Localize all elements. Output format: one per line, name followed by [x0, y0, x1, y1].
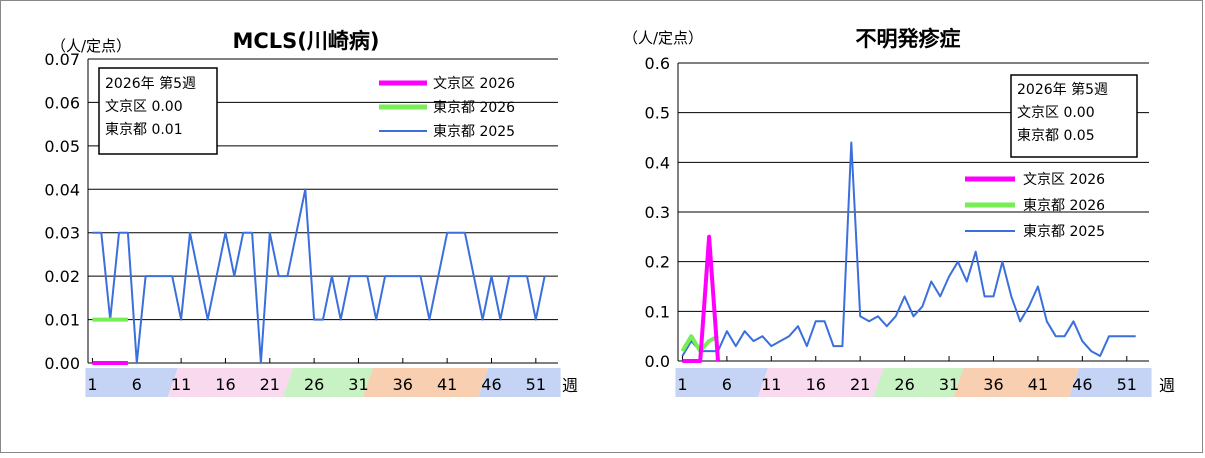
week-label: 1 — [677, 375, 687, 394]
info-box-ward-value: 文京区 0.00 — [105, 99, 183, 115]
legend-label-tokyo-2025: 東京都 2025 — [433, 124, 515, 140]
week-label: 6 — [722, 375, 732, 394]
week-label: 11 — [171, 375, 191, 394]
x-unit-label: 週 — [562, 376, 578, 395]
y-tick-label: 0.00 — [44, 354, 80, 373]
info-box-week: 2026年 第5週 — [105, 75, 196, 92]
week-label: 31 — [348, 375, 368, 394]
week-label: 41 — [437, 375, 457, 394]
week-label: 11 — [761, 375, 781, 394]
y-tick-label: 0.06 — [44, 93, 80, 112]
week-label: 46 — [1072, 375, 1092, 394]
week-label: 21 — [850, 375, 870, 394]
chart-title: 不明発疹症 — [856, 27, 961, 51]
y-unit-label: （人/定点） — [623, 29, 703, 47]
y-tick-label: 0.1 — [645, 302, 670, 321]
week-label: 1 — [87, 375, 97, 394]
week-label: 6 — [132, 375, 142, 394]
info-box-tokyo-value: 東京都 0.05 — [1017, 128, 1095, 144]
week-band-segment — [363, 368, 488, 397]
week-label: 26 — [304, 375, 324, 394]
info-box: 2026年 第5週 文京区 0.00 東京都 0.05 — [1011, 75, 1137, 157]
week-label: 16 — [806, 375, 826, 394]
legend-label-tokyo-2026: 東京都 2026 — [1023, 198, 1105, 214]
y-tick-label: 0.5 — [645, 104, 670, 123]
week-label: 36 — [983, 375, 1003, 394]
chart-unknown-rash: 不明発疹症 （人/定点） 0.0 0.1 0.2 0.3 0.4 0.5 0.6 2026年… — [623, 27, 1175, 397]
y-tick-label: 0.3 — [645, 203, 670, 222]
legend-label-bunkyo-2026: 文京区 2026 — [433, 76, 515, 92]
y-tick-label: 0.2 — [645, 253, 670, 272]
y-tick-label: 0.04 — [44, 180, 80, 199]
y-tick-label: 0.0 — [645, 352, 670, 371]
y-tick-label: 0.05 — [44, 137, 80, 156]
week-label: 36 — [393, 375, 413, 394]
week-label: 26 — [894, 375, 914, 394]
chart-mcls: MCLS(川崎病) （人/定点） 0.000.010.020.030.040.0… — [44, 29, 578, 397]
y-tick-label: 0.03 — [44, 224, 80, 243]
week-label: 46 — [481, 375, 501, 394]
week-label: 51 — [1117, 375, 1137, 394]
week-label: 21 — [260, 375, 280, 394]
info-box-week: 2026年 第5週 — [1017, 81, 1108, 98]
legend-label-tokyo-2026: 東京都 2026 — [433, 100, 515, 116]
week-band-segment — [953, 368, 1079, 397]
y-tick-label: 0.07 — [44, 50, 80, 69]
x-unit-label: 週 — [1159, 376, 1175, 395]
legend-label-tokyo-2025: 東京都 2025 — [1023, 224, 1105, 240]
y-tick-label: 0.6 — [645, 54, 670, 73]
week-label: 16 — [215, 375, 235, 394]
legend-label-bunkyo-2026: 文京区 2026 — [1023, 172, 1105, 188]
chart-title: MCLS(川崎病) — [232, 29, 379, 53]
y-tick-label: 0.01 — [44, 311, 80, 330]
week-label: 51 — [526, 375, 546, 394]
y-tick-label: 0.02 — [44, 267, 80, 286]
week-label: 31 — [939, 375, 959, 394]
week-label: 41 — [1028, 375, 1048, 394]
info-box: 2026年 第5週 文京区 0.00 東京都 0.01 — [99, 68, 217, 154]
info-box-tokyo-value: 東京都 0.01 — [105, 122, 183, 138]
y-tick-label: 0.4 — [645, 153, 670, 172]
legend: 文京区 2026 東京都 2026 東京都 2025 — [379, 76, 515, 140]
legend: 文京区 2026 東京都 2026 東京都 2025 — [965, 172, 1105, 240]
info-box-ward-value: 文京区 0.00 — [1017, 105, 1095, 121]
